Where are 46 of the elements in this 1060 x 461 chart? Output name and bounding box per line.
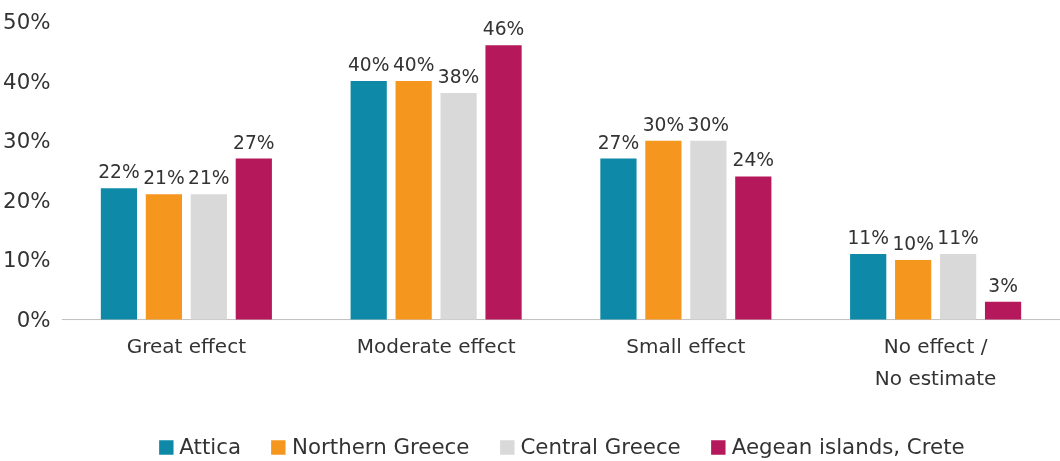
data-label: 40% [347,54,390,76]
bar [395,81,432,320]
bar [895,259,932,320]
data-label: 46% [482,18,525,40]
data-label: 40% [392,54,435,76]
x-tick-label: Small effect [626,333,746,358]
bar [350,81,387,320]
data-label: 3% [988,274,1018,296]
data-label: 38% [437,65,480,87]
y-tick-label: 20% [3,187,51,213]
data-label: 27% [233,131,275,153]
data-label: 11% [847,226,889,248]
bar [940,253,977,320]
y-tick-label: 40% [3,68,51,94]
data-label: 11% [937,226,979,248]
data-label: 30% [687,113,730,135]
bar [984,301,1022,320]
legend-label: Attica [179,434,241,459]
legend-label: Aegean islands, Crete [731,434,965,459]
data-label: 21% [143,167,185,189]
data-label: 24% [732,149,775,171]
y-tick-label: 50% [3,8,51,34]
y-tick-label: 0% [16,307,51,333]
bar [145,194,182,320]
y-tick-label: 30% [3,128,51,154]
x-tick-label: Moderate effect [356,333,516,358]
data-label: 27% [597,131,640,153]
bar [690,140,727,320]
bar [235,158,272,320]
y-tick-label: 10% [3,247,51,273]
data-label: 10% [892,232,934,254]
bar [100,188,138,320]
x-tick-label: Great effect [126,333,247,358]
bar [440,92,477,320]
bar [485,45,522,320]
bar [190,194,227,320]
data-label: 22% [98,161,140,183]
bar [850,253,887,320]
legend-label: Central Greece [520,434,681,459]
data-label: 21% [188,167,230,189]
legend-label: Northern Greece [291,434,470,459]
bar [735,176,772,320]
bar [645,140,682,320]
x-tick-label: No effect / No estimate [874,333,997,390]
data-label: 30% [642,113,685,135]
bar [600,158,637,320]
